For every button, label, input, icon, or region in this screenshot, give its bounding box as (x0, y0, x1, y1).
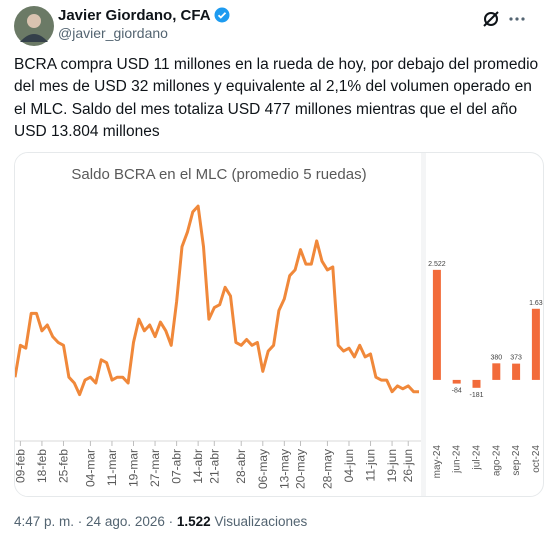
x-tick-label: 11-jun (364, 449, 378, 481)
author-name[interactable]: Javier Giordano, CFA (58, 7, 230, 24)
x-tick-label: 28-abr (234, 449, 248, 484)
x-tick-label: 14-abr (191, 449, 205, 484)
x-tick-label: 18-feb (35, 449, 49, 483)
x-tick-label: 13-may (277, 449, 291, 489)
x-tick-label: 04-mar (83, 449, 97, 487)
x-tick-label: 25-feb (56, 449, 70, 483)
verified-badge (214, 7, 230, 23)
x-tick-label: may-24 (432, 445, 443, 479)
chart-title: Saldo BCRA en el MLC (promedio 5 ruedas) (71, 166, 366, 183)
x-tick-label: oct-24 (531, 445, 542, 473)
x-tick-label: 21-abr (207, 449, 221, 484)
panel-gap (421, 153, 426, 496)
x-tick-label: 04-jun (342, 449, 356, 482)
x-tick-label: 28-may (320, 449, 334, 489)
value-label: 373 (510, 355, 522, 362)
panel (15, 153, 421, 496)
grok-icon[interactable] (480, 8, 502, 30)
value-label: -181 (469, 392, 483, 399)
x-tick-label: 11-mar (105, 449, 119, 486)
x-tick-label: 20-may (293, 449, 307, 489)
name-text: Javier Giordano, CFA (58, 7, 210, 24)
bar (452, 379, 461, 384)
author-handle[interactable]: @javier_giordano (58, 25, 168, 41)
views: 1.522 (176, 514, 211, 529)
x-tick-label: 07-abr (170, 449, 184, 484)
date: 24 ago. 2026 (86, 514, 165, 529)
x-tick-label: 09-feb (15, 449, 27, 483)
x-tick-label: 06-may (256, 449, 270, 489)
bar (432, 269, 441, 380)
value-label: 1.63 (529, 300, 543, 307)
x-tick-label: sep-24 (511, 445, 522, 476)
charts: Saldo BCRA en el MLC (promedio 5 ruedas)… (15, 153, 543, 496)
value-label: -84 (452, 388, 462, 395)
time: 4:47 p. m. (14, 514, 75, 529)
x-tick-label: jul-24 (472, 445, 483, 471)
value-label: 2.522 (428, 261, 446, 268)
bar (472, 379, 481, 388)
x-tick-label: jun-24 (452, 445, 463, 474)
tweet-text: BCRA compra USD 11 millones en la rueda … (14, 56, 539, 140)
value-label: 380 (490, 354, 502, 361)
bar (531, 308, 540, 380)
views-label: Visualizaciones (214, 514, 308, 529)
more-icon[interactable] (506, 8, 528, 30)
media[interactable]: Saldo BCRA en el MLC (promedio 5 ruedas)… (14, 152, 544, 497)
bar (512, 363, 521, 380)
x-tick-label: 26-jun (401, 449, 415, 482)
avatar[interactable] (14, 6, 54, 46)
x-tick-label: 27-mar (148, 449, 162, 487)
bar (492, 363, 501, 380)
x-tick-label: 19-mar (127, 449, 141, 487)
x-tick-label: ago-24 (491, 445, 502, 477)
line (15, 204, 419, 397)
footer: 4:47 p. m. · 24 ago. 2026 · 1.522 Visual… (14, 514, 308, 529)
x-tick-label: 19-jun (385, 449, 399, 482)
